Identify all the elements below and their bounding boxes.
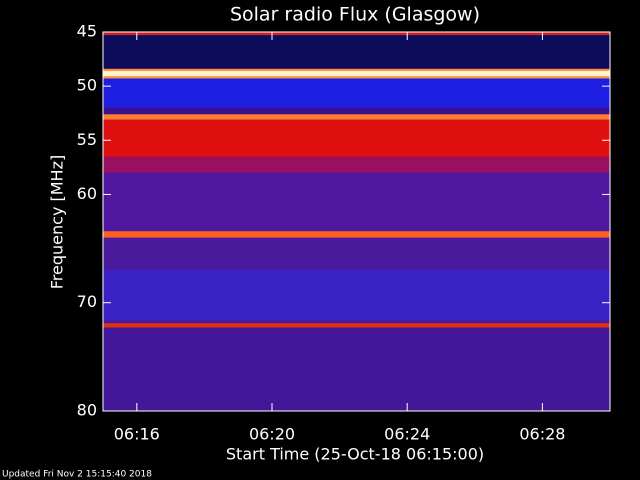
frequency-band: [103, 68, 610, 71]
frequency-band: [103, 270, 610, 321]
frequency-band: [103, 327, 610, 411]
frequency-band: [103, 107, 610, 115]
frequency-band: [103, 114, 610, 120]
y-tick-label: 55: [77, 130, 97, 149]
chart-title: Solar radio Flux (Glasgow): [230, 4, 480, 26]
y-tick-label: 70: [77, 292, 97, 311]
y-tick-label: 60: [77, 184, 97, 203]
y-tick-label: 50: [77, 76, 97, 95]
x-tick-label: 06:28: [519, 425, 565, 444]
frequency-band: [103, 172, 610, 232]
frequency-band: [103, 231, 610, 238]
y-tick-label: 45: [77, 22, 97, 41]
frequency-band: [103, 237, 610, 271]
x-tick-label: 06:16: [114, 425, 160, 444]
frequency-band: [103, 78, 610, 108]
frequency-band: [103, 35, 610, 69]
x-tick-label: 06:20: [249, 425, 295, 444]
footer: Updated Fri Nov 2 15:15:40 2018: [2, 470, 152, 480]
frequency-band: [103, 32, 610, 36]
frequency-band: [103, 323, 610, 328]
y-axis-label: Frequency [MHz]: [48, 155, 67, 289]
frequency-band: [103, 156, 610, 173]
x-tick-label: 06:24: [384, 425, 430, 444]
plot-frame: [102, 31, 611, 412]
frequency-band: [103, 76, 610, 79]
frequency-band: [103, 119, 610, 157]
y-tick-label: 80: [77, 401, 97, 420]
frequency-band: [103, 70, 610, 77]
x-axis-label: Start Time (25-Oct-18 06:15:00): [226, 445, 484, 464]
